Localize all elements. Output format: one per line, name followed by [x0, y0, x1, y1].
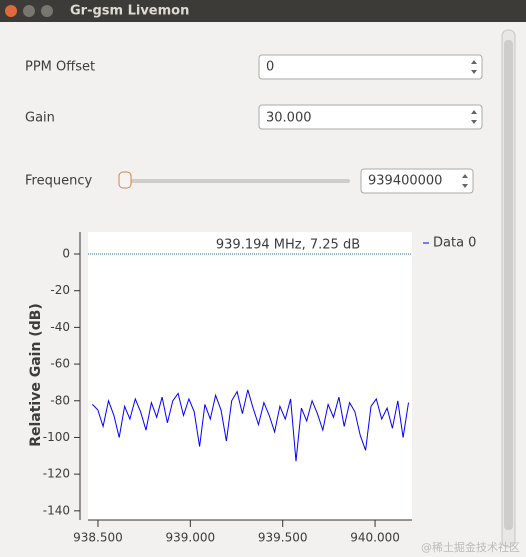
window-title: Gr-gsm Livemon	[70, 4, 189, 19]
x-tick-label: 938.500	[73, 531, 123, 545]
field-value: 939400000	[368, 174, 442, 189]
close-button[interactable]	[5, 5, 17, 17]
annotation: 939.194 MHz, 7.25 dB	[216, 238, 360, 253]
x-tick-label: 939.000	[166, 531, 216, 545]
scrollbar-thumb[interactable]	[504, 40, 513, 530]
slider-track	[120, 179, 350, 183]
spinbox[interactable]	[258, 54, 483, 80]
y-tick-label: 0	[62, 247, 70, 261]
x-tick-label: 939.500	[258, 531, 308, 545]
y-tick-label: -40	[50, 320, 70, 334]
y-axis-label: Relative Gain (dB)	[28, 303, 44, 447]
watermark: @稀土掘金技术社区	[421, 540, 520, 554]
legend-label[interactable]: Data 0	[433, 236, 476, 251]
data-line	[92, 389, 409, 462]
y-tick-label: -140	[43, 503, 70, 517]
field-value: 0	[266, 60, 274, 75]
y-tick-label: -120	[43, 467, 70, 481]
slider-handle[interactable]	[118, 171, 132, 189]
field-label: Frequency	[25, 174, 92, 189]
plot-area	[88, 232, 412, 520]
y-tick-label: -80	[50, 393, 70, 407]
title-bar	[0, 0, 526, 22]
spin-arrows	[462, 60, 477, 188]
minimize-button[interactable]	[23, 5, 35, 17]
spinbox[interactable]	[258, 104, 483, 130]
field-label: PPM Offset	[25, 60, 95, 75]
field-value: 30.000	[266, 111, 312, 126]
y-tick-label: -60	[50, 357, 70, 371]
y-tick-label: -20	[50, 283, 70, 297]
y-tick-label: -100	[43, 430, 70, 444]
field-label: Gain	[25, 111, 55, 126]
x-tick-label: 940.000	[350, 531, 400, 545]
maximize-button[interactable]	[41, 5, 53, 17]
spinbox[interactable]	[360, 168, 474, 194]
